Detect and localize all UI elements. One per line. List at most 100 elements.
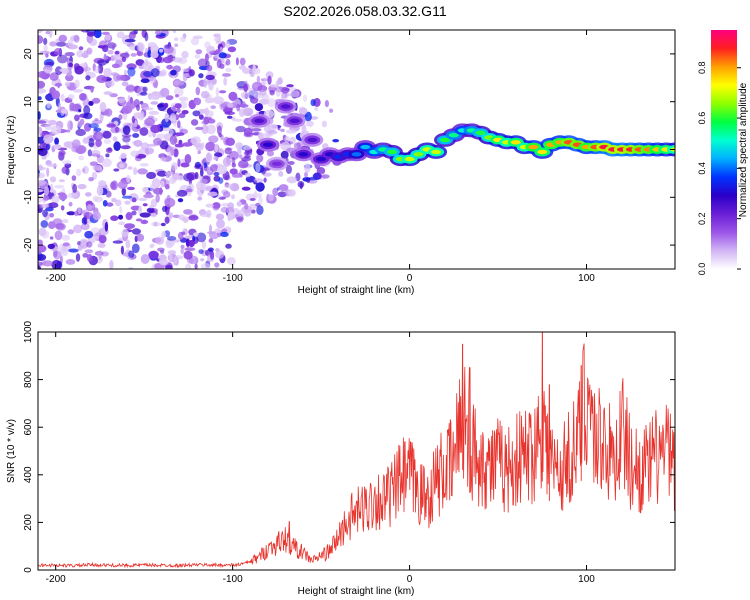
spectral-speckle — [94, 65, 100, 74]
spectral-speckle — [146, 207, 155, 213]
spectral-speckle — [144, 117, 156, 127]
spectral-speckle — [147, 49, 152, 58]
spectral-speckle — [223, 77, 228, 86]
spectral-speckle — [176, 108, 181, 113]
spectral-speckle — [203, 162, 208, 169]
spectral-speckle — [166, 236, 177, 241]
spectral-speckle — [103, 67, 112, 78]
spectral-speckle — [284, 136, 290, 143]
spectral-speckle — [221, 203, 230, 207]
spectral-speckle — [205, 203, 214, 208]
spectral-speckle — [183, 218, 189, 223]
spectral-speckle — [172, 105, 176, 113]
spectral-speckle — [258, 196, 263, 205]
spectral-speckle — [267, 98, 276, 107]
spectral-speckle — [138, 42, 145, 52]
spectral-speckle — [287, 189, 296, 197]
spectral-speckle — [194, 161, 201, 168]
spectral-speckle — [161, 118, 172, 128]
spectral-speckle — [104, 221, 109, 232]
spectral-speckle — [120, 152, 127, 159]
snr-y-label: SNR (10 * v/v) — [6, 419, 17, 483]
spectral-speckle — [177, 198, 184, 203]
spectral-speckle — [250, 209, 256, 214]
spectral-speckle — [195, 126, 204, 131]
spectral-speckle — [170, 113, 177, 122]
spectral-speckle — [131, 243, 140, 254]
spectral-speckle — [147, 130, 153, 138]
spectral-speckle — [121, 56, 127, 62]
spectral-speckle — [86, 47, 93, 55]
spectral-speckle — [54, 184, 65, 189]
spectral-speckle — [38, 244, 47, 253]
spectral-speckle — [139, 163, 149, 167]
spectral-speckle — [87, 253, 93, 263]
spectral-speckle — [150, 101, 159, 105]
spectral-speckle — [140, 254, 150, 264]
snr-frame — [37, 331, 676, 571]
spectral-speckle — [110, 215, 119, 221]
spectral-speckle — [243, 127, 253, 137]
spectral-speckle — [212, 203, 220, 211]
spectral-speckle — [215, 250, 225, 259]
spectral-speckle — [122, 112, 128, 120]
spectral-speckle — [297, 181, 305, 188]
spectral-speckle — [199, 212, 211, 218]
ridge-point — [528, 144, 539, 150]
spectral-speckle — [210, 164, 219, 172]
spectral-speckle — [57, 54, 68, 64]
spectral-speckle — [267, 75, 272, 85]
spectral-speckle — [163, 45, 174, 54]
spectral-speckle — [214, 228, 221, 233]
spectral-speckle — [39, 203, 50, 209]
spectral-speckle — [225, 67, 232, 73]
spectral-speckle — [106, 42, 117, 49]
spectral-speckle — [64, 81, 71, 87]
spectral-speckle — [148, 110, 160, 115]
spectral-speckle — [118, 214, 124, 220]
spectral-speckle — [88, 177, 94, 182]
snr-x-label: Height of straight line (km) — [298, 586, 415, 597]
x-tick-label: 100 — [578, 273, 595, 284]
spectral-speckle — [165, 238, 174, 249]
spectral-speckle — [38, 120, 47, 124]
spectral-speckle — [174, 43, 179, 47]
spectral-speckle — [38, 71, 48, 78]
spectral-speckle — [130, 53, 137, 57]
spectral-speckle — [173, 37, 179, 41]
spectral-speckle — [236, 209, 245, 216]
spectral-speckle — [61, 108, 68, 114]
spectral-speckle — [208, 135, 219, 144]
colorbar-ticks: 0.0 0.2 0.4 0.6 0.8 — [697, 61, 741, 275]
spectral-speckle — [208, 82, 214, 91]
spectral-speckle — [140, 91, 148, 96]
y-tick-label: 200 — [23, 514, 34, 531]
spectral-speckle — [98, 180, 107, 187]
spectral-speckle — [119, 206, 123, 214]
spectral-speckle — [198, 249, 204, 255]
spectral-speckle — [236, 201, 242, 207]
spectral-speckle — [194, 263, 198, 269]
spectral-speckle — [164, 197, 176, 208]
spectral-speckle — [244, 203, 249, 210]
spectral-speckle — [107, 49, 114, 55]
spectral-speckle — [68, 201, 73, 207]
spectral-speckle — [183, 250, 193, 260]
spectral-speckle — [173, 256, 178, 266]
spectral-speckle — [144, 58, 149, 66]
x-tick-label: -100 — [223, 273, 243, 284]
spectral-speckle — [155, 30, 162, 36]
spectral-speckle — [113, 168, 120, 172]
spectral-speckle — [67, 192, 78, 199]
x-tick-label: -200 — [46, 273, 66, 284]
spectral-speckle — [150, 213, 157, 218]
spectral-speckle — [55, 66, 63, 76]
spectral-speckle — [38, 239, 43, 246]
spectral-speckle — [180, 247, 184, 255]
spectral-speckle — [65, 129, 71, 133]
spectral-speckle — [49, 213, 55, 218]
spectral-speckle — [78, 155, 84, 161]
spectral-speckle — [124, 223, 135, 230]
spectral-speckle — [227, 46, 237, 53]
